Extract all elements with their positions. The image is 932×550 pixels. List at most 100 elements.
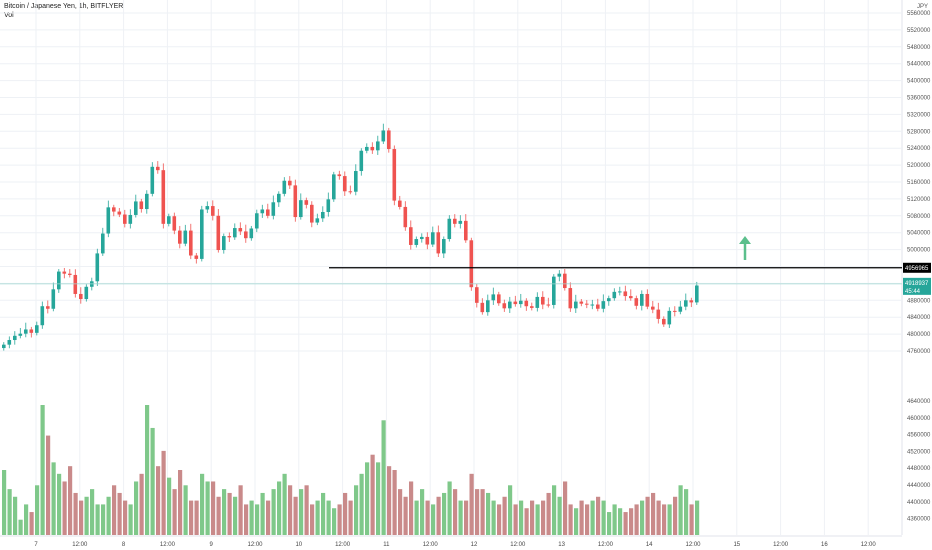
candle-body [541, 296, 545, 305]
volume-bar [57, 473, 62, 535]
volume-bar [282, 473, 287, 535]
volume-bar [145, 405, 150, 535]
candle-body [486, 300, 490, 313]
x-tick-label: 12 [471, 542, 478, 548]
volume-bar [568, 504, 573, 535]
volume-bar [216, 496, 221, 535]
current-price-tag [903, 277, 931, 295]
candle-body [673, 310, 677, 312]
volume-bar [590, 500, 595, 535]
candle-body [68, 273, 72, 275]
candle-body [315, 218, 320, 223]
volume-bar [304, 485, 309, 535]
volume-bar [73, 492, 78, 535]
candle-body [123, 214, 127, 224]
volume-bar [645, 496, 650, 535]
candle-body [689, 300, 694, 303]
y-tick-label: 4760000 [907, 349, 931, 355]
volume-bar [172, 489, 177, 535]
y-tick-label: 5440000 [907, 62, 931, 68]
volume-bar [585, 504, 590, 535]
volume-bar [249, 500, 254, 535]
candle-body [585, 303, 589, 305]
candle-body [183, 230, 188, 244]
candle-body [194, 255, 199, 259]
arrow-up-icon [739, 236, 751, 244]
volume-bar [337, 504, 342, 535]
chart-title: Bitcoin / Japanese Yen, 1h, BITFLYER [4, 3, 124, 10]
candle-body [453, 218, 457, 224]
y-tick-label: 5160000 [907, 180, 931, 186]
volume-bar [90, 489, 95, 535]
volume-bar [403, 496, 408, 535]
candle-body [2, 344, 6, 349]
candle-body [409, 227, 413, 245]
volume-bar [464, 500, 469, 535]
volume-bar [51, 462, 56, 535]
y-tick-label: 4400000 [907, 500, 931, 506]
volume-bar [486, 492, 491, 535]
volume-bar [95, 504, 100, 535]
volume-bar [106, 496, 111, 535]
volume-bar [469, 473, 474, 535]
volume-bar [123, 500, 128, 535]
candle-body [475, 287, 479, 303]
volume-bar [519, 500, 524, 535]
volume-bar [227, 492, 232, 535]
y-tick-label: 5520000 [907, 28, 931, 34]
y-tick-label: 5000000 [907, 248, 931, 254]
candle-body [590, 304, 595, 306]
x-tick-label: 12:00 [247, 542, 263, 548]
candle-body [530, 306, 534, 308]
candle-body [95, 253, 100, 282]
volume-bar [508, 485, 513, 535]
volume-bar [557, 496, 562, 535]
y-tick-label: 5320000 [907, 112, 931, 118]
volume-bar [183, 485, 188, 535]
volume-bar [678, 485, 683, 535]
volume-bar [651, 492, 656, 535]
volume-bar [392, 470, 397, 535]
candle-body [436, 232, 441, 254]
x-tick-label: 11 [383, 542, 390, 548]
x-tick-label: 12:00 [861, 542, 877, 548]
volume-bar [491, 500, 496, 535]
volume-bar [524, 508, 529, 535]
volume-bar [458, 500, 463, 535]
volume-bar [139, 473, 144, 535]
volume-bar [260, 492, 265, 535]
x-tick-label: 10 [295, 542, 302, 548]
candle-body [101, 233, 105, 254]
candle-body [288, 180, 292, 186]
candle-body [612, 291, 617, 299]
volume-bar [62, 481, 67, 535]
volume-bar [238, 485, 243, 535]
y-tick-label: 4520000 [907, 449, 931, 455]
volume-bar [618, 508, 623, 535]
candle-body [618, 291, 622, 293]
volume-bar [640, 500, 645, 535]
candle-body [293, 185, 298, 218]
volume-bar [381, 420, 386, 535]
x-tick-label: 7 [34, 542, 38, 548]
candle-body [579, 301, 584, 304]
horizontal-line-label: 4956965 [905, 266, 929, 272]
candle-body [491, 294, 496, 301]
candle-body [277, 193, 281, 203]
candle-body [376, 141, 380, 151]
volume-bar [359, 473, 364, 535]
volume-bar [354, 485, 359, 535]
candle-body [601, 301, 606, 309]
volume-bar [255, 504, 260, 535]
candle-body [79, 293, 83, 300]
candle-body [255, 213, 259, 229]
candle-body [321, 211, 325, 219]
volume-bar [541, 500, 546, 535]
volume-bar [18, 519, 23, 535]
volume-bar [695, 500, 700, 535]
candle-body [480, 302, 485, 313]
candle-body [73, 274, 78, 294]
y-tick-label: 5280000 [907, 129, 931, 135]
candle-body [238, 228, 243, 232]
